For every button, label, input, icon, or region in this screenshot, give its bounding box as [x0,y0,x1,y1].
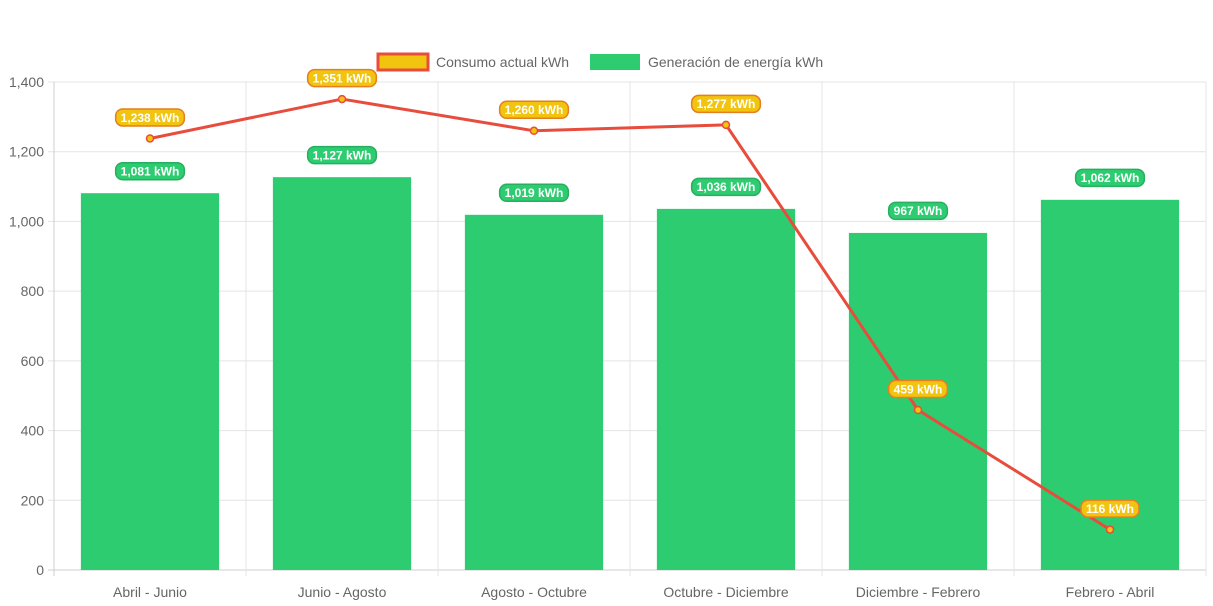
legend-label: Consumo actual kWh [436,54,569,70]
bar [848,232,988,570]
data-label-text: 967 kWh [894,204,943,218]
bar [656,208,796,570]
line-data-label: 1,238 kWh [114,108,186,127]
x-tick-label: Abril - Junio [113,584,187,600]
data-label-badge [690,94,762,114]
line-data-label: 1,277 kWh [690,94,762,114]
y-tick-label: 600 [21,353,45,369]
legend-swatch [376,52,430,72]
legend[interactable]: Consumo actual kWh Generación de energía … [376,52,823,72]
data-label-text: 1,238 kWh [121,111,180,125]
data-label-badge [498,100,570,120]
data-label-text: 1,019 kWh [505,186,564,200]
data-label-badge [114,108,186,127]
y-tick-label: 1,200 [9,144,44,160]
legend-item-generacion[interactable]: Generación de energía kWh [590,54,823,70]
line-data-label: 116 kWh [1080,499,1140,518]
bar-data-label: 967 kWh [887,201,949,221]
line-path [149,97,1111,531]
bar-data-label: 1,081 kWh [114,161,186,181]
data-label-badge [1080,499,1140,518]
data-label-text: 459 kWh [894,382,943,396]
data-label-badge [114,161,186,181]
y-tick-label: 800 [21,283,45,299]
x-tick-label: Febrero - Abril [1066,584,1155,600]
grid-lines [48,81,1207,576]
line-point [337,94,347,104]
data-label-badge [306,68,378,88]
data-label-text: 1,351 kWh [313,71,372,85]
line-point [721,120,731,130]
legend-label: Generación de energía kWh [648,54,823,70]
data-label-badge [306,145,378,165]
y-tick-label: 1,000 [9,213,44,229]
x-tick-label: Agosto - Octubre [481,584,587,600]
data-labels: 1,081 kWh 1,127 kWh 1,019 kWh 1,036 kWh 967 … [114,68,1146,518]
line-data-label: 1,351 kWh [306,68,378,88]
y-tick-label: 0 [36,562,44,578]
y-tick-label: 200 [21,492,45,508]
legend-swatch [590,54,640,70]
data-label-text: 1,081 kWh [121,164,180,178]
line-series [145,94,1115,534]
data-label-text: 1,062 kWh [1081,171,1140,185]
bar [80,193,220,571]
data-label-text: 1,127 kWh [313,148,372,162]
bar [272,177,412,570]
data-label-badge [690,177,762,197]
bar-series [80,177,1180,571]
data-label-text: 1,277 kWh [697,97,756,111]
line-point [529,126,539,136]
y-tick-label: 400 [21,423,45,439]
line-data-label: 459 kWh [887,379,949,399]
y-axis: 0 200 400 600 800 1,000 1,200 1,400 [9,74,44,578]
bar-data-label: 1,019 kWh [498,183,570,203]
data-label-badge [1074,168,1146,188]
data-label-text: 1,036 kWh [697,180,756,194]
line-point [145,134,155,143]
x-tick-label: Junio - Agosto [298,584,387,600]
data-label-badge [887,379,949,399]
x-axis: Abril - Junio Junio - Agosto Agosto - Octu… [113,584,1154,600]
x-tick-label: Octubre - Diciembre [663,584,788,600]
bar-data-label: 1,127 kWh [306,145,378,165]
bar-data-label: 1,036 kWh [690,177,762,197]
line-point [1105,525,1115,534]
x-tick-label: Diciembre - Febrero [856,584,981,600]
data-label-badge [887,201,949,221]
line-point [913,405,923,415]
bar-data-label: 1,062 kWh [1074,168,1146,188]
data-label-badge [498,183,570,203]
data-label-text: 1,260 kWh [505,103,564,117]
y-tick-label: 1,400 [9,74,44,90]
line-data-label: 1,260 kWh [498,100,570,120]
legend-item-consumo[interactable]: Consumo actual kWh [376,52,569,72]
data-label-text: 116 kWh [1086,502,1134,516]
bar [464,214,604,570]
